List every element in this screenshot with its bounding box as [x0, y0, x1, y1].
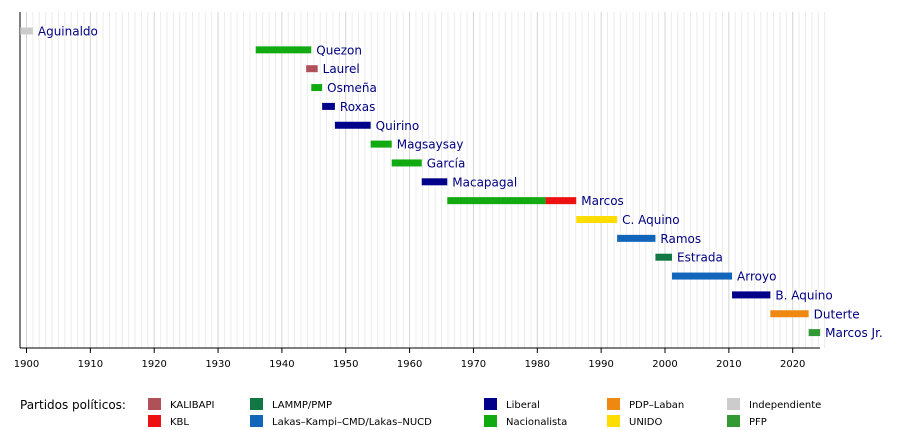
- president-label: Osmeña: [327, 81, 377, 95]
- x-tick-label: 2020: [780, 359, 805, 370]
- legend-label: Lakas–Kampi–CMD/Lakas–NUCD: [272, 417, 432, 428]
- term-bar: [808, 329, 821, 337]
- term-bar: [334, 121, 371, 129]
- term-bar: [20, 27, 33, 35]
- term-bars: [20, 27, 821, 337]
- x-axis: 1900 1910 1920 1930 1940 1950 1960 1970 1980 1990…: [14, 12, 820, 370]
- president-label: Ramos: [660, 232, 701, 246]
- president-label: C. Aquino: [622, 213, 680, 227]
- term-bar: [545, 197, 577, 205]
- legend-swatch: [607, 398, 620, 410]
- term-bar: [672, 272, 733, 280]
- year-gridlines: [19, 12, 826, 348]
- term-bar: [421, 178, 448, 186]
- president-label: B. Aquino: [775, 288, 832, 302]
- president-label: Marcos Jr.: [825, 326, 883, 340]
- term-bar: [322, 102, 335, 110]
- legend-label: Liberal: [506, 400, 540, 411]
- x-tick-label: 1990: [588, 359, 613, 370]
- legend-swatch: [250, 398, 263, 410]
- president-label: Quezon: [316, 43, 362, 57]
- president-label: García: [427, 156, 466, 170]
- term-bar: [311, 84, 323, 92]
- president-label: Magsaysay: [397, 138, 464, 152]
- legend-swatch: [250, 415, 263, 427]
- legend-swatch: [148, 398, 161, 410]
- term-bar: [732, 291, 771, 299]
- x-tick-label: 1900: [14, 359, 39, 370]
- x-tick-label: 1980: [525, 359, 550, 370]
- term-bar: [255, 46, 312, 54]
- term-bar: [447, 197, 546, 205]
- legend-label: Nacionalista: [506, 417, 567, 428]
- term-bar: [770, 310, 809, 318]
- legend-swatch: [484, 398, 497, 410]
- x-tick-label: 1930: [205, 359, 230, 370]
- term-bar: [391, 159, 422, 167]
- president-label: Roxas: [340, 100, 375, 114]
- legend-swatch: [727, 398, 740, 410]
- x-tick-label: 1920: [141, 359, 166, 370]
- x-tick-label: 1970: [461, 359, 486, 370]
- x-tick-label: 1940: [269, 359, 294, 370]
- legend-swatch: [727, 415, 740, 427]
- president-label: Estrada: [677, 251, 723, 265]
- legend-label: PDP–Laban: [629, 400, 684, 411]
- legend-label: UNIDO: [629, 417, 662, 428]
- legend-label: Independiente: [749, 400, 821, 411]
- legend-label: KALIBAPI: [170, 400, 214, 411]
- legend-label: PFP: [749, 417, 767, 428]
- president-label: Marcos: [581, 194, 624, 208]
- x-tick-label: 1910: [78, 359, 103, 370]
- legend-label: LAMMP/PMP: [272, 400, 332, 411]
- x-tick-label: 1960: [397, 359, 422, 370]
- legend-swatch: [148, 415, 161, 427]
- president-label: Duterte: [814, 307, 860, 321]
- party-legend: Partidos políticos: KALIBAPI KBL LAMMP/PMP…: [20, 398, 821, 428]
- president-label: Quirino: [376, 119, 420, 133]
- legend-label: KBL: [170, 417, 189, 428]
- legend-swatch: [484, 415, 497, 427]
- x-tick-label: 1950: [333, 359, 358, 370]
- term-bar: [306, 65, 318, 73]
- president-label: Aguinaldo: [38, 25, 98, 39]
- president-label: Arroyo: [737, 270, 776, 284]
- term-bar: [655, 253, 673, 261]
- term-bar: [617, 234, 656, 242]
- president-label: Laurel: [323, 62, 360, 76]
- term-bar: [370, 140, 392, 148]
- x-tick-label: 2000: [652, 359, 677, 370]
- term-bar: [576, 216, 618, 223]
- x-tick-label: 2010: [716, 359, 741, 370]
- legend-title: Partidos políticos:: [20, 398, 126, 412]
- legend-swatch: [607, 415, 620, 427]
- president-label: Macapagal: [452, 175, 517, 189]
